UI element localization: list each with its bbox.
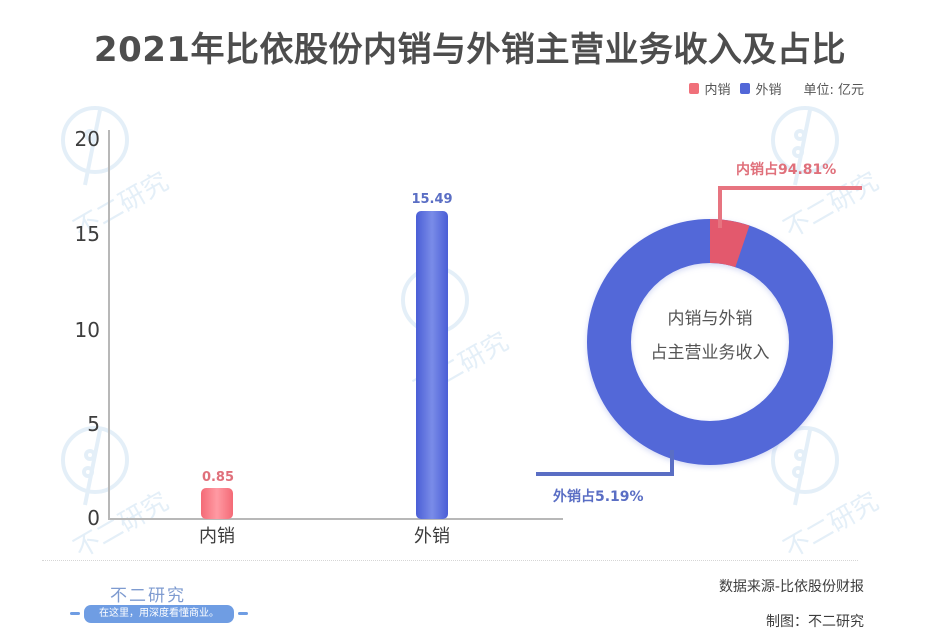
callout-export: 外销占5.19% [553, 489, 644, 505]
donut-center-line1: 内销与外销 [667, 309, 753, 329]
brand-logo: 不二研究 [110, 586, 186, 606]
legend: 内销 外销 单位: 亿元 [689, 79, 864, 98]
x-label-export: 外销 [414, 526, 450, 547]
footer-divider [42, 560, 858, 561]
y-tick-0: 0 [87, 506, 100, 530]
bar-domestic [201, 488, 233, 519]
bar-export [416, 211, 448, 519]
legend-swatch-export [740, 83, 751, 94]
y-tick-15: 15 [74, 222, 100, 246]
unit-label: 单位: 亿元 [803, 83, 864, 98]
slogan-banner: 在这里，用深度看懂商业。 [84, 605, 234, 623]
slogan-dash-left [70, 612, 80, 615]
legend-label-export: 外销 [755, 83, 782, 98]
legend-swatch-domestic [689, 83, 700, 94]
chart-maker: 制图：不二研究 [766, 614, 864, 630]
legend-item-domestic: 内销 [689, 79, 730, 98]
bar-value-export: 15.49 [411, 192, 453, 207]
legend-label-domestic: 内销 [704, 83, 731, 98]
donut-slice-domestic [587, 219, 833, 465]
donut-chart [587, 219, 833, 465]
bar-value-domestic: 0.85 [201, 470, 235, 485]
data-source: 数据来源-比依股份财报 [718, 579, 864, 595]
legend-item-export: 外销 [740, 79, 781, 98]
chart-title: 2021年比依股份内销与外销主营业务收入及占比 [93, 30, 847, 70]
x-label-domestic: 内销 [199, 526, 235, 547]
donut-center-label: 内销与外销 占主营业务收入 [610, 302, 810, 370]
callout-domestic: 内销占94.81% [736, 162, 837, 178]
slogan-dash-right [238, 612, 248, 615]
y-tick-5: 5 [87, 412, 100, 436]
y-tick-10: 10 [74, 318, 100, 342]
donut-center-line2: 占主营业务收入 [650, 343, 770, 363]
y-tick-20: 20 [74, 127, 100, 151]
y-axis-line [108, 130, 110, 519]
x-axis-line [108, 518, 563, 520]
